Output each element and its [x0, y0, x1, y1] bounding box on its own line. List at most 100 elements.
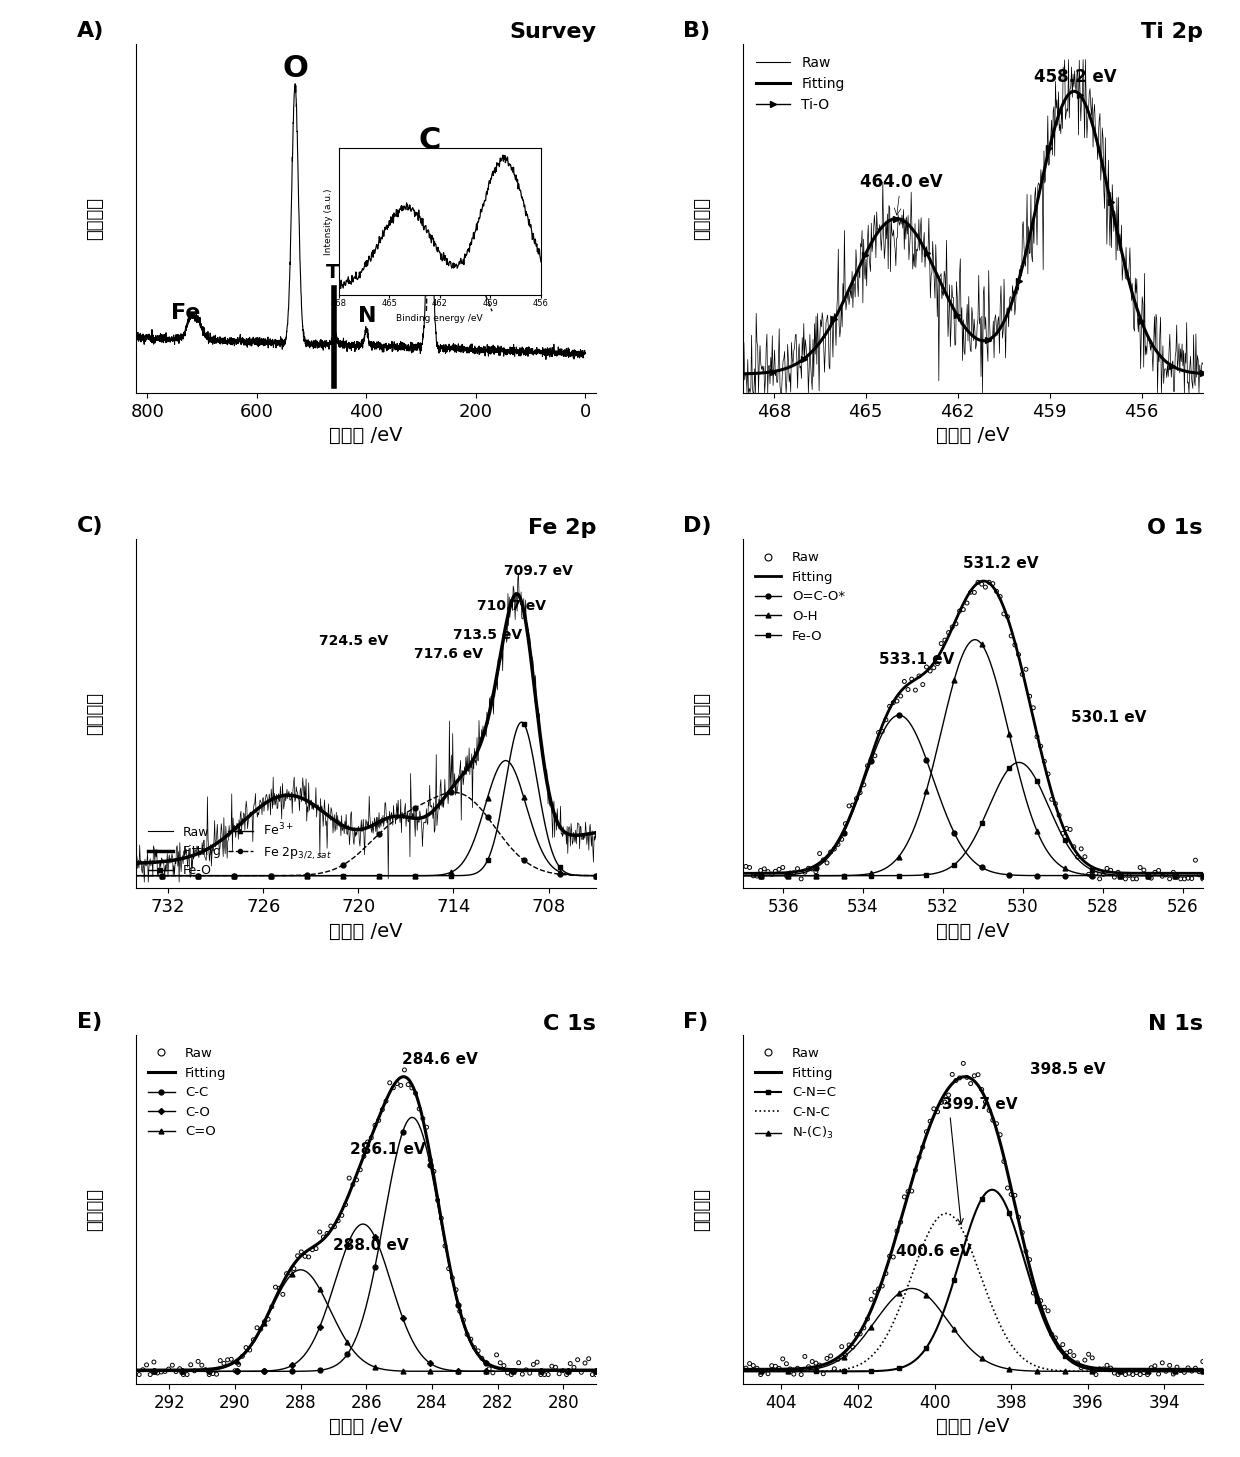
Text: 713.5 eV: 713.5 eV [454, 628, 522, 641]
Point [1056, 817, 1076, 841]
Fe$^{3+}$ [231, 867, 246, 884]
Fe 2p$_{3/2,sat}$ [589, 867, 604, 884]
O-H [1195, 867, 1210, 884]
C-N-C [975, 1271, 990, 1288]
Point [920, 660, 940, 683]
Text: C: C [419, 127, 441, 156]
Point [343, 1173, 363, 1196]
C-N=C [973, 1192, 988, 1209]
Point [1012, 1221, 1032, 1244]
Point [133, 1358, 153, 1381]
Point [754, 1359, 774, 1383]
O-H [946, 675, 961, 692]
C-N-C [817, 1362, 832, 1380]
C-N-C [977, 1278, 992, 1295]
C-O [314, 1314, 329, 1332]
Fitting [1114, 242, 1128, 259]
Point [898, 1180, 918, 1203]
Point [928, 1100, 947, 1123]
Point [828, 833, 848, 857]
Point [295, 1244, 315, 1268]
Point [1141, 1356, 1161, 1380]
C-O [129, 1362, 144, 1380]
Point [866, 1281, 885, 1304]
C=O [589, 1362, 604, 1380]
Point [851, 1323, 870, 1346]
Point [1075, 1348, 1095, 1371]
C-N-C [939, 1205, 954, 1222]
Point [196, 1358, 216, 1381]
C-C [211, 1362, 226, 1380]
N-(C)$_3$ [977, 1352, 992, 1370]
Point [546, 1355, 565, 1378]
Point [1193, 1349, 1213, 1372]
Line: Ti-O: Ti-O [740, 89, 1205, 376]
O-H [817, 867, 832, 884]
Point [825, 838, 844, 861]
Text: 相对强度: 相对强度 [86, 197, 104, 240]
Point [1193, 867, 1213, 890]
Point [987, 1112, 1007, 1135]
Point [224, 1359, 244, 1383]
Point [883, 691, 903, 714]
Point [439, 1257, 459, 1281]
Point [972, 1078, 992, 1101]
Line: Fe$^{3+}$: Fe$^{3+}$ [134, 758, 599, 879]
Point [869, 721, 889, 745]
Point [810, 1354, 830, 1377]
Point [939, 1084, 959, 1107]
Point [806, 860, 826, 883]
Legend: Raw, Fitting, C-C, C-O, C=O: Raw, Fitting, C-C, C-O, C=O [143, 1042, 232, 1144]
Point [1185, 1356, 1205, 1380]
Point [332, 1203, 352, 1227]
Point [1156, 863, 1176, 886]
Point [490, 1351, 510, 1374]
C-C [139, 1362, 154, 1380]
Point [291, 1240, 311, 1263]
Point [269, 1276, 289, 1300]
Point [174, 1362, 193, 1386]
Point [258, 1307, 278, 1330]
Point [568, 1348, 588, 1371]
Point [780, 1358, 800, 1381]
Text: 398.5 eV: 398.5 eV [1030, 1062, 1106, 1077]
Point [1109, 861, 1128, 884]
Point [454, 1308, 474, 1332]
Point [476, 1351, 496, 1374]
Legend: Raw, Fitting, O=C-O*, O-H, Fe-O: Raw, Fitting, O=C-O*, O-H, Fe-O [750, 546, 851, 648]
Point [505, 1359, 525, 1383]
Point [913, 1135, 932, 1158]
Fe$^{3+}$ [589, 867, 604, 884]
Point [432, 1206, 451, 1230]
Point [1112, 1361, 1132, 1384]
Point [353, 1145, 373, 1169]
Point [1101, 858, 1121, 881]
C-N-C [921, 1224, 936, 1241]
Point [1120, 1361, 1140, 1384]
Point [170, 1356, 190, 1380]
Point [1008, 1205, 1028, 1228]
Point [512, 1362, 532, 1386]
Line: C=O: C=O [134, 1268, 599, 1374]
Text: 458.2 eV: 458.2 eV [1034, 68, 1117, 86]
Point [1141, 867, 1161, 890]
Point [901, 1179, 921, 1202]
Fitting [1066, 83, 1081, 101]
Point [987, 580, 1007, 603]
Fe-O [286, 867, 301, 884]
Point [980, 1099, 999, 1122]
Point [1112, 864, 1132, 887]
Point [129, 1362, 149, 1386]
Point [215, 1352, 234, 1375]
Raw [887, 233, 901, 251]
O=C-O* [735, 867, 750, 884]
Point [750, 858, 770, 881]
Point [497, 1361, 517, 1384]
Point [769, 1356, 789, 1380]
Point [1068, 845, 1087, 868]
Fe-O [475, 860, 490, 877]
Raw [1195, 356, 1210, 373]
Point [336, 1193, 356, 1217]
Point [239, 1339, 259, 1362]
Point [916, 656, 936, 679]
